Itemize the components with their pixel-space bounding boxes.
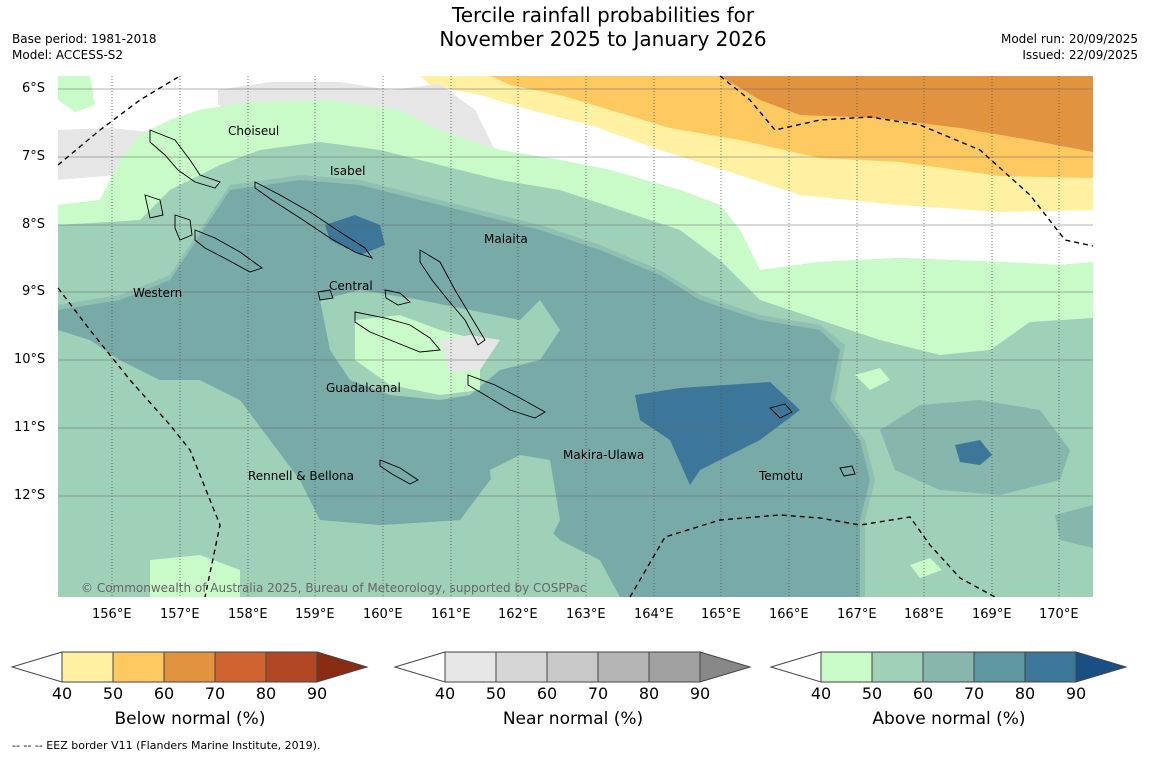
above-80-makira xyxy=(635,382,800,485)
lat-label-7s: 7°S xyxy=(22,149,46,164)
above-tick-90: 90 xyxy=(1065,684,1087,703)
colorbar-title-above: Above normal (%) xyxy=(872,709,1026,729)
above-40-south xyxy=(150,555,240,597)
eez-legend-footer: -- -- -- EEZ border V11 (Flanders Marine… xyxy=(12,739,321,752)
isabel-island xyxy=(254,181,374,259)
coastlines xyxy=(144,129,856,485)
malaita-island xyxy=(419,249,486,346)
issued-label: Issued: 22/09/2025 xyxy=(1022,48,1138,62)
map-title-line1: Tercile rainfall probabilities for xyxy=(451,3,755,27)
above-tick-50: 50 xyxy=(861,684,883,703)
above-40-guadalcanal-inner xyxy=(355,315,480,395)
copyright-notice: © Commonwealth of Australia 2025, Bureau… xyxy=(81,581,587,595)
lon-label-167e: 167°E xyxy=(837,607,877,622)
above-80-east xyxy=(955,440,992,465)
near-tick-50: 50 xyxy=(485,684,507,703)
western-island-2 xyxy=(194,229,263,273)
above-60-se xyxy=(1055,505,1093,548)
region-label-makira-ulawa: Makira-Ulawa xyxy=(563,448,645,462)
base-period-label: Base period: 1981-2018 xyxy=(12,32,157,46)
above-40-patch xyxy=(855,368,890,390)
lon-label-166e: 166°E xyxy=(769,607,809,622)
near-tick-90: 90 xyxy=(689,684,711,703)
below-tick-50: 50 xyxy=(102,684,124,703)
lat-label-12s: 12°S xyxy=(14,488,46,503)
choiseul-island xyxy=(149,129,221,189)
colorbar-title-below: Below normal (%) xyxy=(114,709,266,729)
map-canvas xyxy=(58,76,1093,597)
near-tick-80: 80 xyxy=(638,684,660,703)
region-label-guadalcanal: Guadalcanal xyxy=(326,381,401,395)
lon-label-158e: 158°E xyxy=(228,607,268,622)
temotu-island-1 xyxy=(769,403,793,419)
lat-label-11s: 11°S xyxy=(14,420,46,435)
shortland-island xyxy=(144,194,164,219)
region-label-temotu: Temotu xyxy=(759,469,804,483)
rennell-island xyxy=(379,459,419,485)
florida-island xyxy=(384,289,411,306)
above-tick-80: 80 xyxy=(1014,684,1036,703)
above-tick-60: 60 xyxy=(912,684,934,703)
central-island xyxy=(317,289,334,301)
guadalcanal-island xyxy=(354,311,441,353)
region-label-rennell-bellona: Rennell & Bellona xyxy=(248,469,355,483)
below-tick-90: 90 xyxy=(306,684,328,703)
model-run-label: Model run: 20/09/2025 xyxy=(1000,32,1138,46)
near-40-guad-inner xyxy=(440,335,500,372)
lon-label-162e: 162°E xyxy=(498,607,538,622)
model-label: Model: ACCESS-S2 xyxy=(12,48,124,62)
below-tick-80: 80 xyxy=(255,684,277,703)
eez-border xyxy=(57,75,1094,598)
lon-label-163e: 163°E xyxy=(566,607,606,622)
western-island-1 xyxy=(174,214,193,241)
region-label-choiseul: Choiseul xyxy=(228,124,280,138)
near-tick-70: 70 xyxy=(587,684,609,703)
lat-label-9s: 9°S xyxy=(22,284,46,299)
below-tick-60: 60 xyxy=(153,684,175,703)
colorbar-near xyxy=(393,651,752,683)
lon-label-164e: 164°E xyxy=(634,607,674,622)
region-label-central: Central xyxy=(329,279,373,293)
lon-label-169e: 169°E xyxy=(972,607,1012,622)
above-50-south-patch xyxy=(490,455,560,565)
below-tick-70: 70 xyxy=(204,684,226,703)
above-tick-40: 40 xyxy=(810,684,832,703)
below-60-region xyxy=(720,76,1093,152)
colorbars xyxy=(10,651,1128,683)
lon-label-159e: 159°E xyxy=(295,607,335,622)
region-label-isabel: Isabel xyxy=(330,164,366,178)
above-tick-70: 70 xyxy=(963,684,985,703)
lon-label-165e: 165°E xyxy=(701,607,741,622)
region-label-malaita: Malaita xyxy=(484,232,528,246)
lon-label-170e: 170°E xyxy=(1039,607,1079,622)
map-title-line2: November 2025 to January 2026 xyxy=(439,27,767,51)
lon-label-161e: 161°E xyxy=(431,607,471,622)
meta-right: Model run: 20/09/2025 Issued: 22/09/2025 xyxy=(1001,31,1138,63)
lon-label-156e: 156°E xyxy=(92,607,132,622)
region-label-western: Western xyxy=(133,286,183,300)
below-tick-40: 40 xyxy=(51,684,73,703)
lat-label-6s: 6°S xyxy=(22,81,46,96)
lon-label-168e: 168°E xyxy=(904,607,944,622)
meta-left: Base period: 1981-2018 Model: ACCESS-S2 xyxy=(12,31,157,63)
lat-label-10s: 10°S xyxy=(14,352,46,367)
colorbar-above xyxy=(769,651,1128,683)
near-tick-60: 60 xyxy=(536,684,558,703)
above-40-nw xyxy=(58,76,95,112)
lat-label-8s: 8°S xyxy=(22,217,46,232)
near-tick-40: 40 xyxy=(434,684,456,703)
parallels xyxy=(58,88,1093,497)
colorbar-below xyxy=(10,651,369,683)
temotu-island-2 xyxy=(839,465,856,477)
above-40-band xyxy=(58,100,1093,355)
makira-island xyxy=(467,374,546,419)
lon-label-157e: 157°E xyxy=(160,607,200,622)
above-40-patch2 xyxy=(910,558,942,578)
near-40-region-north xyxy=(218,82,495,150)
colorbar-title-near: Near normal (%) xyxy=(502,709,644,729)
lon-label-160e: 160°E xyxy=(363,607,403,622)
